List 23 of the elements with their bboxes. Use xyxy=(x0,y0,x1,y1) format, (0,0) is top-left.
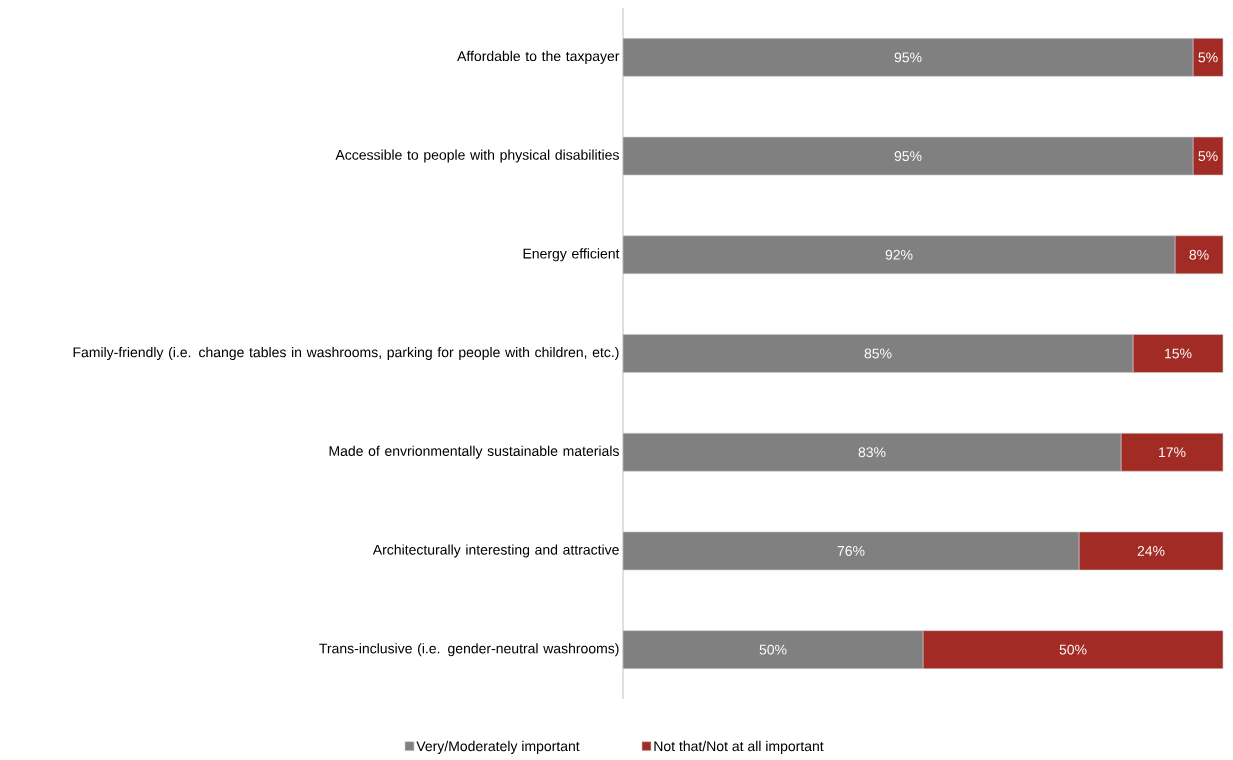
y-tick-label: Trans-inclusive (i.e. gender-neutral washrooms) xyxy=(319,643,619,657)
data-label: 76% xyxy=(837,545,865,556)
data-label: 92% xyxy=(885,249,913,260)
y-tick-label: Accessible to people with physical disabilities xyxy=(335,149,619,163)
data-label: 95% xyxy=(894,151,922,162)
data-label: 8% xyxy=(1189,249,1209,260)
data-label: 95% xyxy=(894,52,922,63)
y-tick-label: Family-friendly (i.e. change tables in washrooms, parking for people with children, etc.) xyxy=(73,346,619,361)
y-tick-label: Energy efficient xyxy=(523,248,620,262)
data-label: 5% xyxy=(1198,52,1218,63)
data-label: 50% xyxy=(759,644,787,655)
y-tick-label: Made of envrionmentally sustainable materials xyxy=(329,445,619,459)
data-label: 50% xyxy=(1059,644,1087,655)
y-tick-label: Architecturally interesting and attractive xyxy=(372,544,619,558)
data-label: 17% xyxy=(1159,447,1186,458)
data-label: 83% xyxy=(858,447,886,458)
data-label: 85% xyxy=(864,348,892,359)
data-label: 15% xyxy=(1165,348,1192,359)
data-label: 24% xyxy=(1137,545,1165,556)
legend-label: Not that/Not at all important xyxy=(654,740,824,754)
legend-label: Very/Moderately important xyxy=(416,740,580,754)
y-tick-label: Affordable to the taxpayer xyxy=(457,50,620,64)
data-label: 5% xyxy=(1198,151,1218,161)
